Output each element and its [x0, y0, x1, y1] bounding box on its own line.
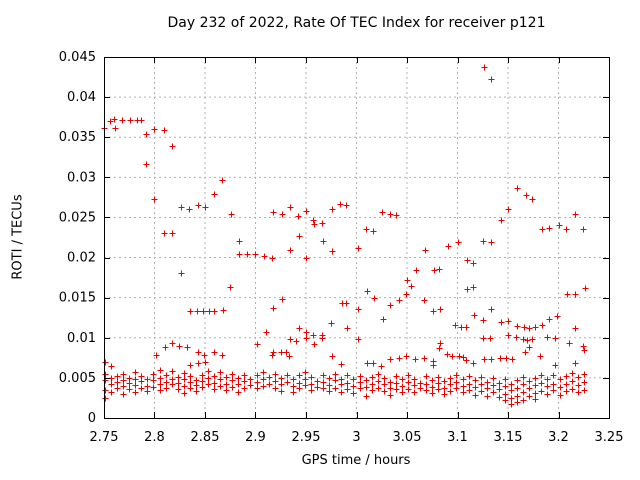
- y-tick-label: 0.035: [59, 130, 96, 145]
- y-tick-label: 0.045: [59, 50, 96, 65]
- chart-title: Day 232 of 2022, Rate Of TEC Index for r…: [167, 15, 546, 31]
- x-tick-label: 2.95: [292, 430, 321, 445]
- data-point-markers: [101, 64, 589, 408]
- x-tick-label: 3.15: [494, 430, 523, 445]
- y-tick-label: 0.01: [67, 331, 96, 346]
- x-tick-label: 3.05: [393, 430, 422, 445]
- y-tick-label: 0.015: [59, 291, 96, 306]
- x-tick-label: 3: [352, 430, 360, 445]
- x-tick-label: 3.2: [548, 430, 569, 445]
- y-tick-label: 0.04: [67, 90, 96, 105]
- x-tick-label: 2.85: [191, 430, 220, 445]
- y-tick-label: 0.005: [59, 371, 96, 386]
- x-tick-label: 2.75: [90, 430, 119, 445]
- x-tick-label: 2.9: [245, 430, 266, 445]
- y-tick-label: 0.02: [67, 251, 96, 266]
- x-axis-label: GPS time / hours: [301, 453, 411, 468]
- x-tick-label: 2.8: [144, 430, 165, 445]
- x-tick-label: 3.1: [447, 430, 468, 445]
- y-tick-label: 0.025: [59, 210, 96, 225]
- y-tick-label: 0: [88, 411, 96, 426]
- x-tick-label: 3.25: [595, 430, 624, 445]
- y-tick-label: 0.03: [67, 170, 96, 185]
